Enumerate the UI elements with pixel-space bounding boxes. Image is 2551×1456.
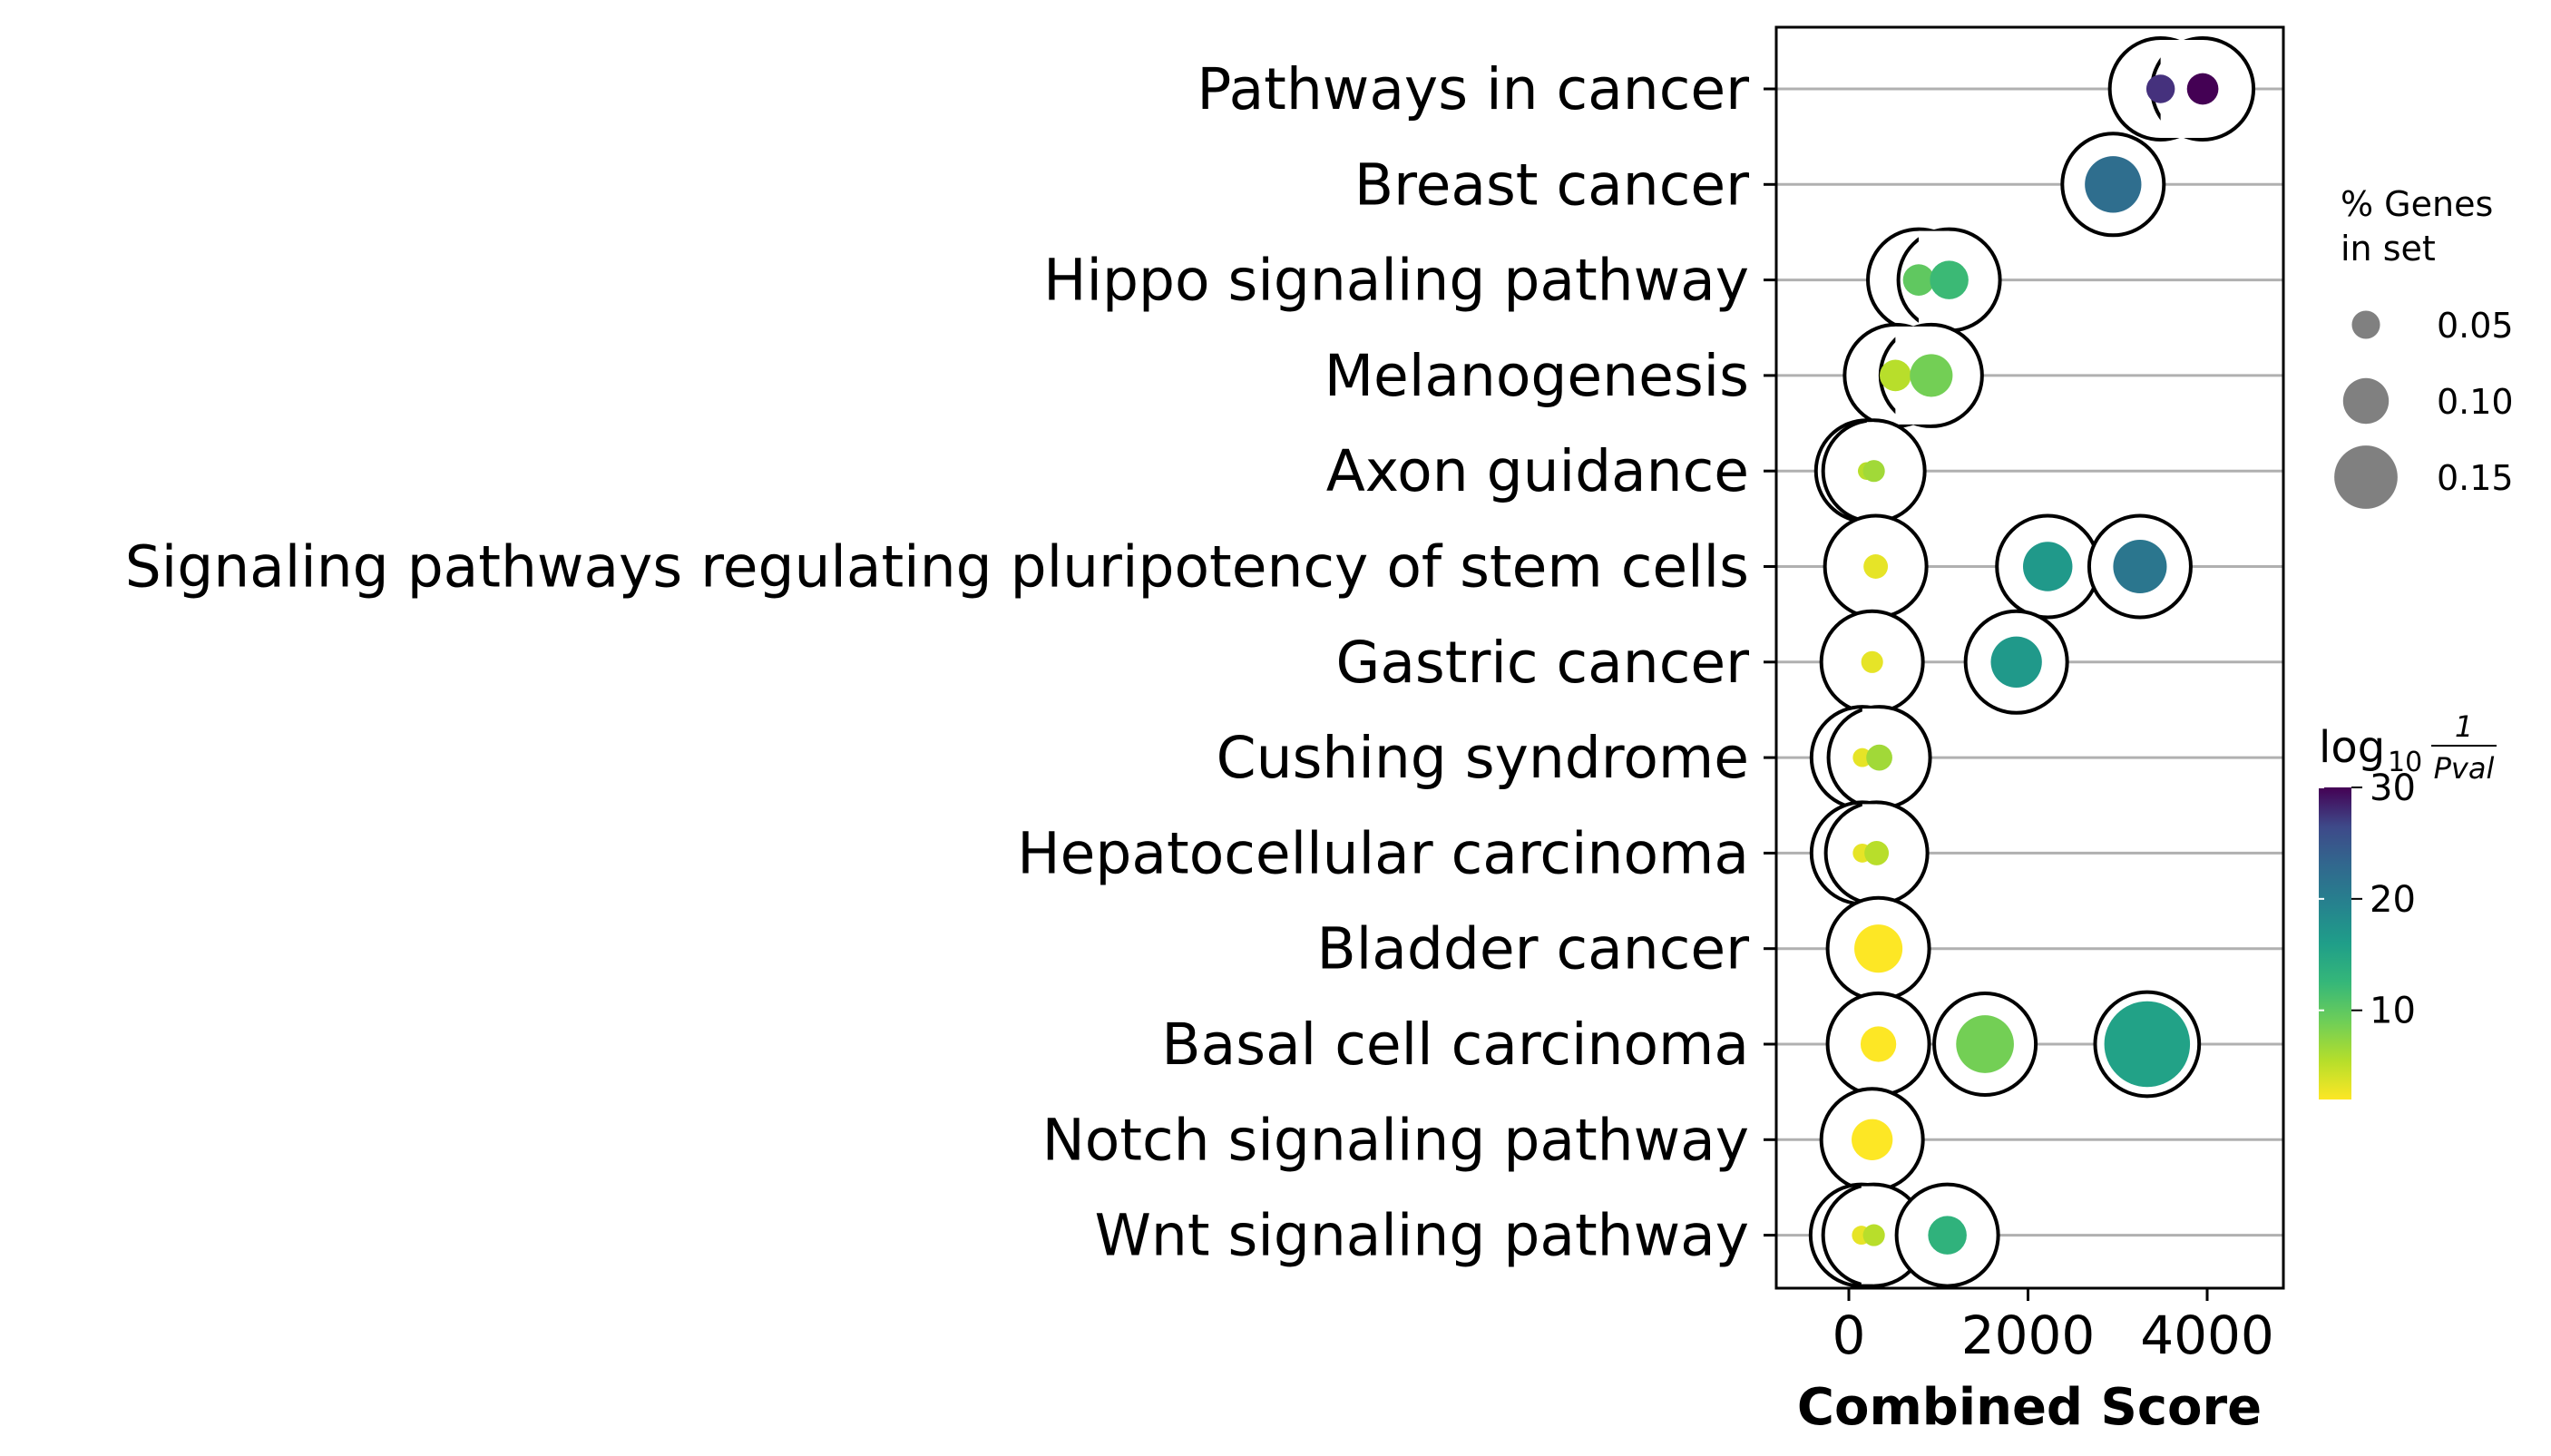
x-axis-ticks: 0 2000 4000 (1833, 1288, 2274, 1366)
data-point (1861, 650, 1883, 673)
colorbar: log 10 1 Pval 10 20 30 (2319, 709, 2497, 1099)
category-label: Notch signaling pathway (1042, 1107, 1749, 1173)
data-point (1902, 264, 1935, 296)
data-point (2186, 73, 2219, 105)
data-point (2022, 542, 2073, 591)
category-label: Pathways in cancer (1197, 56, 1749, 122)
colorbar-gradient (2319, 787, 2351, 1099)
data-point (2104, 1001, 2191, 1088)
category-label: Signaling pathways regulating pluripoten… (125, 534, 1749, 601)
data-point (1866, 744, 1892, 771)
colorbar-title-denominator: Pval (2434, 751, 2495, 786)
x-tick-label: 4000 (2140, 1305, 2274, 1366)
data-point (1880, 359, 1911, 392)
size-legend-marker (2334, 445, 2398, 509)
data-point (1852, 748, 1872, 767)
category-label: Cushing syndrome (1217, 725, 1749, 791)
category-label: Wnt signaling pathway (1095, 1203, 1749, 1269)
data-point (1864, 840, 1890, 865)
category-label: Breast cancer (1354, 151, 1749, 218)
data-point (1910, 354, 1953, 397)
size-legend-label: 0.05 (2437, 306, 2514, 346)
x-axis-title: Combined Score (1797, 1378, 2262, 1437)
category-label: Melanogenesis (1324, 343, 1749, 409)
colorbar-title-subscript: 10 (2388, 747, 2422, 778)
data-point (2145, 74, 2175, 103)
size-legend: % Genes in set 0.05 0.10 0.15 (2334, 184, 2514, 509)
data-point (1863, 554, 1889, 579)
colorbar-tick-label: 30 (2370, 767, 2416, 809)
size-legend-marker (2351, 310, 2380, 339)
data-point (1928, 1216, 1967, 1255)
plot-frame (1774, 25, 2285, 1290)
category-label: Basal cell carcinoma (1161, 1011, 1749, 1078)
category-labels: Pathways in cancer Breast cancer Hippo sig… (125, 56, 1776, 1269)
data-point (1862, 1224, 1885, 1246)
data-point (1930, 260, 1969, 299)
colorbar-title-numerator: 1 (2455, 709, 2473, 744)
data-point (2113, 539, 2167, 594)
data-point (1860, 1026, 1897, 1062)
x-tick-label: 2000 (1961, 1305, 2096, 1366)
category-label: Gastric cancer (1336, 630, 1750, 696)
size-legend-label: 0.15 (2437, 458, 2514, 498)
colorbar-tick-label: 20 (2370, 879, 2416, 921)
category-label: Hippo signaling pathway (1043, 248, 1749, 314)
data-point (1956, 1015, 2014, 1073)
data-point (1854, 924, 1903, 973)
category-label: Bladder cancer (1317, 916, 1750, 982)
colorbar-tick-label: 10 (2370, 991, 2416, 1032)
data-points (1852, 73, 2219, 1255)
x-tick-label: 0 (1833, 1305, 1866, 1366)
data-point (1990, 636, 2042, 688)
colorbar-title: log (2319, 722, 2385, 773)
category-label: Hepatocellular carcinoma (1017, 820, 1749, 886)
data-point (2085, 156, 2142, 213)
data-point (1862, 460, 1885, 483)
data-point (1852, 1119, 1893, 1160)
size-legend-label: 0.10 (2437, 382, 2514, 422)
size-legend-title-line-2: in set (2341, 229, 2436, 269)
size-legend-title-line-1: % Genes (2341, 184, 2493, 224)
category-label: Axon guidance (1326, 438, 1749, 504)
size-legend-marker (2342, 377, 2390, 425)
